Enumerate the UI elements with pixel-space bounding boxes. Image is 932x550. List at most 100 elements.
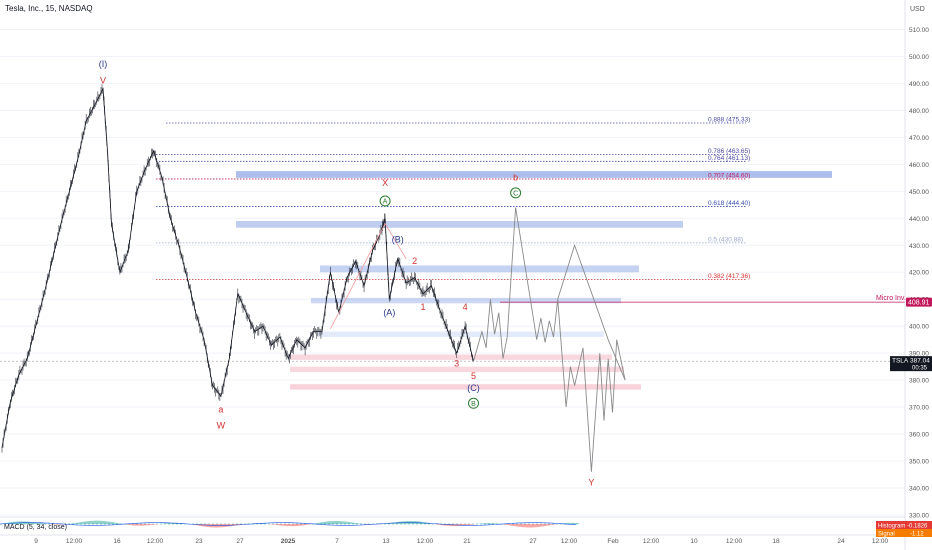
x-tick-label: 24 bbox=[837, 538, 845, 545]
fib-label: 0.618 (444.40) bbox=[708, 200, 750, 207]
x-tick-label: 2025 bbox=[281, 538, 296, 545]
x-tick-label: 23 bbox=[195, 538, 203, 545]
fib-label: 0.888 (475.33) bbox=[708, 117, 750, 124]
x-tick-label: 12:00 bbox=[872, 538, 889, 545]
macd-line bbox=[0, 522, 577, 526]
zone bbox=[236, 220, 683, 228]
y-tick-label: 380.00 bbox=[909, 378, 929, 385]
currency-label: USD bbox=[910, 6, 925, 13]
signal-badge bbox=[876, 529, 932, 537]
fib-label: 0.764 (461.13) bbox=[708, 155, 750, 162]
price-line bbox=[1, 87, 474, 448]
x-tick-label: 12:00 bbox=[147, 538, 164, 545]
wave-label: 3 bbox=[454, 359, 459, 369]
wave-circle bbox=[379, 195, 391, 207]
x-tick-label: 12:00 bbox=[561, 538, 578, 545]
chart-title: Tesla, Inc., 15, NASDAQ bbox=[5, 4, 93, 13]
zone bbox=[290, 384, 641, 390]
y-axis[interactable]: 330.00 340.00 350.00 360.00 370.00 380.00 390.… bbox=[904, 0, 929, 550]
x-tick-label: 21 bbox=[463, 538, 471, 545]
y-tick-label: 370.00 bbox=[909, 405, 929, 412]
y-tick-label: 440.00 bbox=[909, 216, 929, 223]
x-tick-label: 27 bbox=[236, 538, 244, 545]
y-tick-label: 450.00 bbox=[909, 189, 929, 196]
x-tick-label: 9 bbox=[34, 538, 38, 545]
signal-label: Signal bbox=[878, 532, 895, 538]
wave-label: (C) bbox=[467, 383, 480, 393]
wave-label: C bbox=[513, 190, 518, 197]
grid bbox=[0, 28, 905, 516]
wave-label: X bbox=[382, 178, 388, 188]
y-tick-label: 500.00 bbox=[909, 54, 929, 61]
last-price-countdown: 00:35 bbox=[912, 366, 928, 372]
macd-legend: MACD (5, 34, close) Histogram -0.1826 Si… bbox=[4, 521, 932, 538]
x-tick-label: 12:00 bbox=[726, 538, 743, 545]
micro-inv-value: 408.91 bbox=[908, 300, 930, 307]
y-tick-label: 360.00 bbox=[909, 432, 929, 439]
projection-line bbox=[473, 207, 626, 472]
x-tick-label: 10 bbox=[690, 538, 698, 545]
wave-label: V bbox=[100, 75, 106, 85]
fib-label: 0.786 (463.65) bbox=[708, 148, 750, 155]
y-tick-label: 460.00 bbox=[909, 162, 929, 169]
y-tick-label: 420.00 bbox=[909, 270, 929, 277]
x-tick-label: 13 bbox=[382, 538, 390, 545]
wave-label: 2 bbox=[412, 256, 417, 266]
y-tick-label: 350.00 bbox=[909, 459, 929, 466]
fib-levels: 0.888 (475.33) 0.786 (463.65)0.764 (461.1… bbox=[156, 117, 905, 303]
wave-label: Y bbox=[588, 477, 594, 487]
x-tick-label: 12:00 bbox=[643, 538, 660, 545]
fib-label: 0.707 (454.60) bbox=[708, 172, 750, 179]
x-axis[interactable]: 9 12:00 16 12:00 23 27 2025 7 13 12:00 21 27 12:00 Fe… bbox=[0, 534, 905, 545]
last-price-badge bbox=[890, 356, 932, 372]
zone bbox=[311, 297, 621, 304]
fib-label: 0.5 (430.88) bbox=[708, 236, 743, 243]
micro-inv-badge bbox=[906, 297, 932, 307]
y-tick-label: 490.00 bbox=[909, 81, 929, 88]
signal-value: -1.12 bbox=[910, 532, 924, 538]
histogram-value: -0.1826 bbox=[907, 524, 928, 530]
wave-label: 5 bbox=[471, 371, 476, 381]
wave-label: W bbox=[217, 421, 226, 431]
wave-label: 1 bbox=[420, 302, 425, 312]
x-tick-label: 7 bbox=[335, 538, 339, 545]
x-tick-label: 18 bbox=[772, 538, 780, 545]
wave-label: b bbox=[513, 173, 518, 183]
y-tick-label: 480.00 bbox=[909, 108, 929, 115]
wave-connector bbox=[330, 222, 407, 330]
wave-label: (B) bbox=[392, 235, 404, 245]
zone bbox=[290, 366, 624, 373]
projection-upper-line bbox=[557, 243, 626, 381]
x-tick-label: 27 bbox=[529, 538, 537, 545]
histogram-badge bbox=[876, 521, 932, 529]
wave-label: B bbox=[471, 401, 476, 408]
y-tick-label: 390.00 bbox=[909, 351, 929, 358]
y-tick-label: 470.00 bbox=[909, 135, 929, 142]
wave-circle bbox=[510, 187, 522, 199]
zone bbox=[320, 265, 639, 273]
y-tick-label: 400.00 bbox=[909, 324, 929, 331]
zone bbox=[318, 331, 604, 337]
histogram-label: Histogram bbox=[878, 524, 905, 530]
x-tick-label: 16 bbox=[113, 538, 121, 545]
wave-label: a bbox=[218, 405, 223, 415]
x-tick-label: 12:00 bbox=[417, 538, 434, 545]
x-tick-label: 12:00 bbox=[66, 538, 83, 545]
fib-label: 0.382 (417.36) bbox=[708, 273, 750, 280]
wave-label: 4 bbox=[463, 302, 468, 312]
micro-inv-marker: Micro Inv. 408.91 bbox=[876, 295, 932, 307]
last-price-ticker: TSLA bbox=[892, 358, 909, 365]
macd-pane bbox=[0, 516, 905, 528]
micro-inv-label: Micro Inv. bbox=[876, 295, 906, 302]
last-price-marker: TSLA 387.04 00:35 bbox=[890, 356, 932, 372]
wave-labels: (I) VaW X A (B) 2 (A) 1 4 3 5 (C) BbC Y bbox=[99, 59, 595, 487]
wave-label: (A) bbox=[383, 307, 395, 317]
projection-series bbox=[330, 207, 626, 472]
y-tick-label: 330.00 bbox=[909, 513, 929, 520]
wave-circle bbox=[468, 397, 480, 409]
y-tick-label: 340.00 bbox=[909, 486, 929, 493]
macd-title: MACD (5, 34, close) bbox=[4, 524, 67, 531]
wave-label: A bbox=[383, 198, 388, 205]
last-price-value: 387.04 bbox=[910, 358, 930, 365]
